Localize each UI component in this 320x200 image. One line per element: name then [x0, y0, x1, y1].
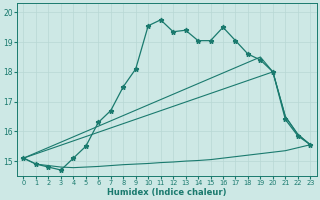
X-axis label: Humidex (Indice chaleur): Humidex (Indice chaleur) [107, 188, 227, 197]
